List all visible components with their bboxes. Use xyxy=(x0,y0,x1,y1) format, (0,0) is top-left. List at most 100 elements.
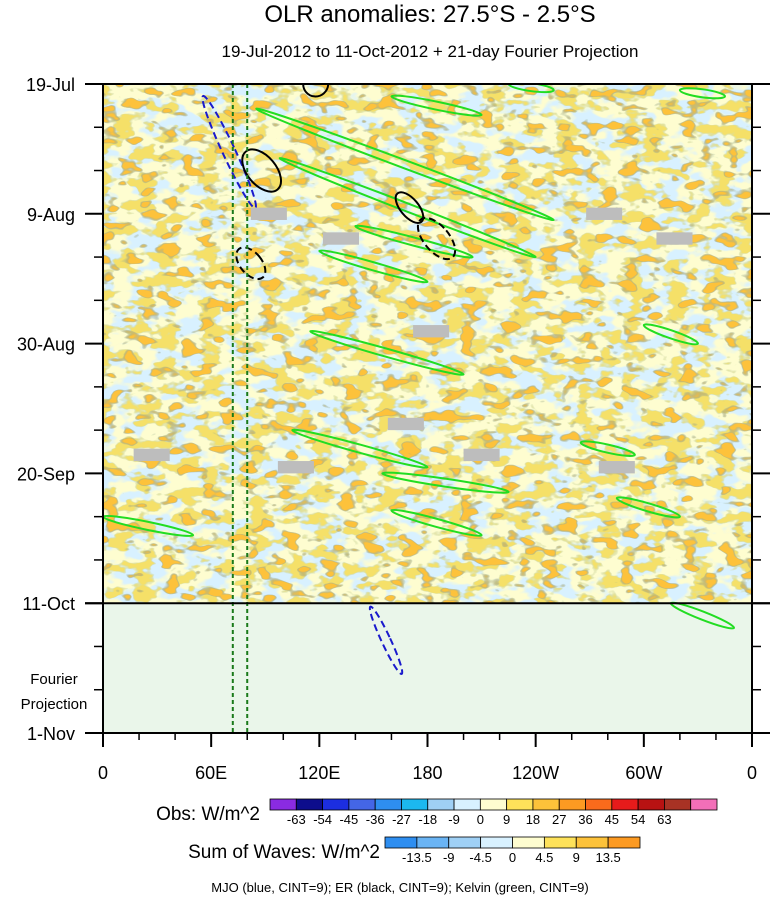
kelvin-contour xyxy=(615,496,681,519)
missing-data-box xyxy=(656,232,693,245)
er-contour xyxy=(394,191,425,224)
er-contour xyxy=(241,148,282,193)
obs-colorbar-level-label: 27 xyxy=(552,812,566,827)
obs-colorbar-swatch xyxy=(611,798,639,811)
obs-colorbar-swatch xyxy=(585,798,613,811)
missing-data-box xyxy=(463,448,500,462)
missing-data-box xyxy=(586,207,623,220)
missing-data-box xyxy=(133,448,170,462)
waves-colorbar-swatch xyxy=(384,836,418,849)
kelvin-contour xyxy=(354,224,474,259)
waves-colorbar-swatch xyxy=(512,836,545,849)
obs-colorbar-level-label: 18 xyxy=(526,812,540,827)
waves-colorbar-swatch xyxy=(480,836,513,849)
kelvin-contour xyxy=(642,323,699,346)
waves-colorbar-level-label: 13.5 xyxy=(595,850,620,865)
obs-colorbar-level-label: 9 xyxy=(503,812,510,827)
x-tick-label: 0 xyxy=(98,763,108,783)
obs-colorbar-level-label: -27 xyxy=(392,812,411,827)
waves-colorbar-label: Sum of Waves: W/m^2 xyxy=(188,842,380,863)
obs-colorbar-swatch xyxy=(479,798,508,811)
fourier-label-line1: Fourier xyxy=(30,671,78,688)
x-tick-label: 120W xyxy=(512,763,559,783)
obs-colorbar-swatch xyxy=(322,798,350,811)
obs-colorbar-level-label: -9 xyxy=(448,812,460,827)
obs-colorbar-swatch xyxy=(348,798,376,811)
y-tick-label: 1-Nov xyxy=(27,724,75,744)
waves-colorbar-swatch xyxy=(607,836,641,849)
x-tick-label: 120E xyxy=(298,763,340,783)
fourier-projection-field xyxy=(103,604,752,733)
obs-colorbar-level-label: -36 xyxy=(366,812,385,827)
kelvin-contour xyxy=(278,157,537,259)
waves-colorbar-level-label: -4.5 xyxy=(469,850,491,865)
waves-colorbar: -13.5 -9 -4.5 0 4.5 9 13.5 xyxy=(384,836,641,865)
waves-colorbar-level-label: -13.5 xyxy=(402,850,432,865)
obs-colorbar-level-label: 63 xyxy=(657,812,671,827)
obs-colorbar-level-label: -18 xyxy=(418,812,437,827)
kelvin-contour xyxy=(103,514,195,538)
obs-colorbar-swatch xyxy=(506,798,534,811)
x-tick-label: 180 xyxy=(412,763,442,783)
obs-field-positive-strong-fill xyxy=(103,84,752,604)
dashed-reference-lines xyxy=(231,84,249,733)
obs-colorbar-level-label: 54 xyxy=(631,812,645,827)
fourier-field-fill xyxy=(103,604,752,733)
chart-subtitle: 19-Jul-2012 to 11-Oct-2012 + 21-day Four… xyxy=(222,42,639,61)
fourier-label-line2: Projection xyxy=(21,696,88,713)
kelvin-contour xyxy=(291,428,429,469)
mjo-contour xyxy=(368,605,404,675)
obs-field-positive-strong xyxy=(103,84,752,604)
waves-colorbar-swatch xyxy=(575,836,609,849)
y-axis: 19-Jul 9-Aug 30-Aug 20-Sep 11-Oct 1-Nov xyxy=(17,75,770,744)
chart-title: OLR anomalies: 27.5°S - 2.5°S xyxy=(264,1,595,28)
obs-colorbar-level-label: -63 xyxy=(287,812,306,827)
obs-colorbar-level-label: -45 xyxy=(339,812,358,827)
mjo-contour xyxy=(201,94,257,210)
y-tick-label: 19-Jul xyxy=(26,75,75,95)
contour-legend: MJO (blue, CINT=9); ER (black, CINT=9); … xyxy=(211,880,588,895)
obs-colorbar-level-label: 45 xyxy=(605,812,619,827)
er-contour xyxy=(302,84,330,98)
waves-colorbar-level-label: -9 xyxy=(443,850,455,865)
obs-colorbar-level-label: 0 xyxy=(477,812,484,827)
obs-colorbar-swatch xyxy=(690,798,718,811)
obs-colorbar-swatch xyxy=(532,798,560,811)
waves-colorbar-level-label: 0 xyxy=(509,850,516,865)
missing-data-box xyxy=(277,461,314,474)
missing-data-box xyxy=(250,207,287,220)
kelvin-contour xyxy=(390,94,483,117)
kelvin-contour xyxy=(318,249,429,284)
obs-colorbar-swatch xyxy=(295,798,323,811)
obs-colorbar-level-label: 36 xyxy=(578,812,592,827)
obs-colorbar-swatch xyxy=(558,798,586,811)
y-tick-label: 30-Aug xyxy=(17,335,75,355)
wave-contours xyxy=(103,84,736,675)
missing-data-box xyxy=(413,325,450,338)
obs-colorbar-swatch xyxy=(453,798,481,811)
x-axis: 0 60E 120E 180 120W 60W 0 xyxy=(98,733,757,783)
obs-colorbar-level-label: -54 xyxy=(313,812,332,827)
missing-data-box xyxy=(387,417,424,431)
y-tick-label: 9-Aug xyxy=(27,205,75,225)
kelvin-contour xyxy=(381,471,510,494)
obs-colorbar-swatch xyxy=(269,798,297,811)
obs-colorbar-swatch xyxy=(427,798,455,811)
obs-colorbar-swatch xyxy=(401,798,429,811)
x-tick-label: 60W xyxy=(625,763,662,783)
kelvin-contour xyxy=(678,87,726,100)
waves-colorbar-level-label: 9 xyxy=(573,850,580,865)
obs-colorbar-swatch xyxy=(664,798,692,811)
waves-colorbar-swatch xyxy=(416,836,450,849)
x-tick-label: 60E xyxy=(195,763,227,783)
kelvin-contour xyxy=(255,107,555,222)
missing-data-boxes xyxy=(133,207,693,474)
missing-data-box xyxy=(322,232,359,245)
kelvin-contour xyxy=(390,508,483,537)
er-contour xyxy=(235,246,267,281)
kelvin-contour xyxy=(579,440,636,457)
obs-colorbar-swatch xyxy=(637,798,665,811)
waves-colorbar-swatch xyxy=(543,836,577,849)
plot-area xyxy=(103,84,752,733)
